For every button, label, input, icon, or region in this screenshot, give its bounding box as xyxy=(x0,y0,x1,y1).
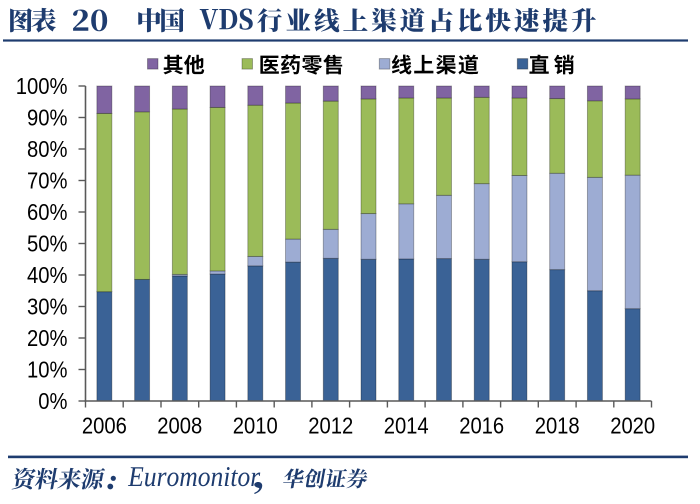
svg-text:2016: 2016 xyxy=(459,413,504,439)
svg-text:2010: 2010 xyxy=(233,413,278,439)
svg-text:100%: 100% xyxy=(16,73,68,99)
svg-text:40%: 40% xyxy=(27,262,68,288)
svg-text:2012: 2012 xyxy=(308,413,353,439)
svg-text:80%: 80% xyxy=(27,136,68,162)
svg-text:90%: 90% xyxy=(27,105,68,131)
svg-text:2014: 2014 xyxy=(384,413,429,439)
svg-text:2008: 2008 xyxy=(157,413,202,439)
svg-text:0%: 0% xyxy=(38,388,67,414)
svg-text:10%: 10% xyxy=(27,357,68,383)
svg-text:2006: 2006 xyxy=(82,413,127,439)
svg-text:50%: 50% xyxy=(27,231,68,257)
svg-text:2018: 2018 xyxy=(535,413,580,439)
svg-text:70%: 70% xyxy=(27,168,68,194)
svg-text:2020: 2020 xyxy=(610,413,655,439)
svg-text:60%: 60% xyxy=(27,199,68,225)
svg-text:30%: 30% xyxy=(27,294,68,320)
svg-text:20%: 20% xyxy=(27,325,68,351)
